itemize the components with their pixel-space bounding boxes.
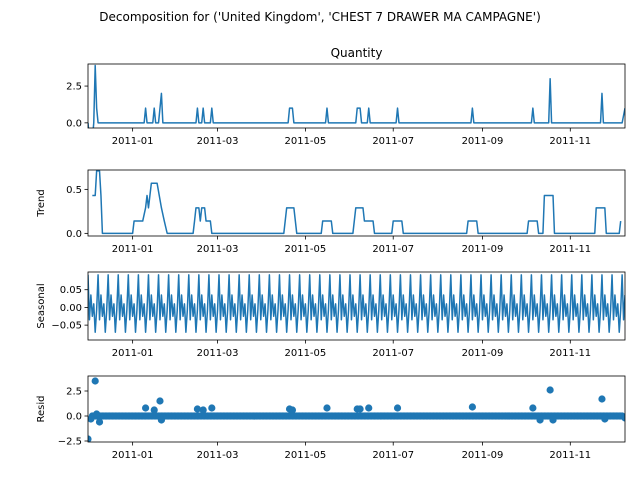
x-tick-label: 2011-09	[462, 244, 504, 255]
y-tick-label: 2.5	[66, 82, 82, 93]
series-line	[88, 64, 625, 128]
x-tick-label: 2011-05	[284, 136, 326, 147]
x-tick-label: 2011-01	[112, 244, 154, 255]
y-tick-label: 0.05	[60, 285, 82, 296]
resid-point	[549, 416, 557, 424]
resid-point	[88, 435, 92, 442]
x-tick-label: 2011-07	[372, 348, 414, 359]
resid-point	[208, 404, 216, 412]
resid-point	[91, 377, 99, 385]
resid-point	[156, 397, 164, 405]
y-tick-label: 0.0	[66, 118, 82, 129]
x-tick-label: 2011-03	[197, 348, 239, 359]
subplot-4: 2.5 0.0 −2.5 2011-01 2011-03 2011-05 2011-07 20…	[36, 375, 626, 461]
plot-area	[88, 274, 625, 333]
x-tick-label: 2011-07	[372, 244, 414, 255]
axes-frame	[87, 169, 626, 237]
subplot-panels: 0.0 2.5 2011-01 2011-03 2011-05 2011-07 2011-0…	[36, 46, 626, 461]
x-tick-label: 2011-03	[197, 244, 239, 255]
x-tick-label: 2011-07	[372, 450, 414, 461]
x-tick-label: 2011-11	[549, 244, 591, 255]
x-tick-label: 2011-05	[284, 244, 326, 255]
resid-point	[141, 404, 150, 412]
y-tick-label: 2.5	[66, 387, 82, 398]
subplot-2: 0.0 0.5 2011-01 2011-03 2011-05 2011-07 2011-0…	[36, 169, 626, 255]
y-axis-label: Resid	[36, 396, 47, 423]
axes-frame	[87, 271, 626, 341]
resid-point	[393, 404, 402, 412]
plot-area	[88, 377, 625, 442]
resid-point	[157, 416, 166, 424]
subplot-1: 0.0 2.5 2011-01 2011-03 2011-05 2011-07 2011-0…	[66, 46, 626, 147]
resid-point	[529, 404, 537, 412]
resid-point	[598, 395, 606, 403]
x-tick-label: 2011-09	[462, 348, 504, 359]
y-axis-label: Seasonal	[36, 283, 47, 328]
x-tick-label: 2011-11	[549, 136, 591, 147]
x-tick-label: 2011-09	[462, 450, 504, 461]
y-tick-label: −0.05	[51, 321, 82, 332]
resid-point	[288, 406, 297, 414]
x-tick-label: 2011-05	[284, 348, 326, 359]
x-tick-label: 2011-11	[549, 348, 591, 359]
resid-point	[356, 405, 364, 413]
resid-point	[193, 405, 202, 413]
x-tick-label: 2011-11	[549, 450, 591, 461]
axes-frame	[87, 63, 626, 129]
resid-point	[546, 386, 554, 394]
resid-point	[536, 416, 544, 424]
series-line	[92, 170, 622, 235]
resid-point	[601, 415, 609, 423]
subplot-title: Quantity	[331, 46, 383, 60]
y-tick-label: 0.00	[60, 303, 82, 314]
subplot-3: 0.05 0.00 −0.05 2011-01 2011-03 2011-05 2011-0…	[36, 271, 626, 359]
x-tick-label: 2011-03	[197, 136, 239, 147]
resid-point	[468, 403, 476, 411]
x-tick-label: 2011-01	[112, 450, 154, 461]
x-tick-label: 2011-05	[284, 450, 326, 461]
plot-area	[88, 64, 625, 128]
resid-point	[150, 406, 158, 414]
resid-point	[621, 414, 625, 422]
x-tick-label: 2011-03	[197, 450, 239, 461]
y-tick-label: −2.5	[58, 437, 82, 448]
x-tick-label: 2011-01	[112, 348, 154, 359]
y-tick-label: 0.5	[66, 185, 82, 196]
resid-point	[323, 404, 331, 412]
x-tick-label: 2011-07	[372, 136, 414, 147]
x-tick-label: 2011-01	[112, 136, 154, 147]
figure-suptitle: Decomposition for ('United Kingdom', 'CH…	[99, 10, 541, 24]
y-tick-label: 0.0	[66, 412, 82, 423]
resid-point	[88, 415, 95, 423]
resid-point	[199, 406, 207, 414]
series-line	[88, 274, 625, 333]
axes-frame	[87, 375, 626, 443]
x-tick-label: 2011-09	[462, 136, 504, 147]
resid-point	[93, 410, 101, 418]
plot-area	[92, 170, 622, 235]
resid-point	[365, 404, 373, 412]
y-tick-label: 0.0	[66, 229, 82, 240]
y-axis-label: Trend	[36, 189, 47, 217]
resid-point	[95, 418, 104, 426]
